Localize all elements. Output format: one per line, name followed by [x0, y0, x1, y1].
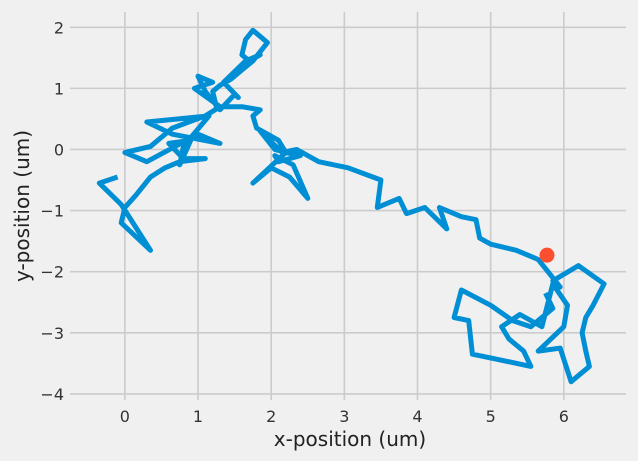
x-tick-label: 1 [193, 407, 203, 426]
end-marker-group [539, 247, 555, 263]
x-tick-label: 5 [486, 407, 496, 426]
x-tick-label: 0 [120, 407, 130, 426]
trajectory-line [96, 27, 607, 385]
y-tick-label: 1 [54, 79, 64, 98]
y-tick-label: 0 [54, 140, 64, 159]
y-tick-label: −4 [40, 385, 64, 404]
x-tick-label: 2 [266, 407, 276, 426]
x-tick-label: 3 [339, 407, 349, 426]
y-tick-label: 2 [54, 18, 64, 37]
trajectory-line-group [96, 27, 607, 385]
end-point-marker [539, 247, 555, 263]
x-axis-label: x-position (um) [274, 427, 426, 451]
y-axis-label: y-position (um) [10, 130, 34, 282]
grid-lines [70, 12, 626, 400]
x-tick-label: 6 [559, 407, 569, 426]
y-tick-label: −3 [40, 324, 64, 343]
y-tick-label: −1 [40, 202, 64, 221]
x-tick-label: 4 [412, 407, 422, 426]
y-tick-label: −2 [40, 263, 64, 282]
tick-labels: 0 1 2 3 4 5 6 2 1 0 −1 −2 −3 −4 [40, 18, 569, 426]
